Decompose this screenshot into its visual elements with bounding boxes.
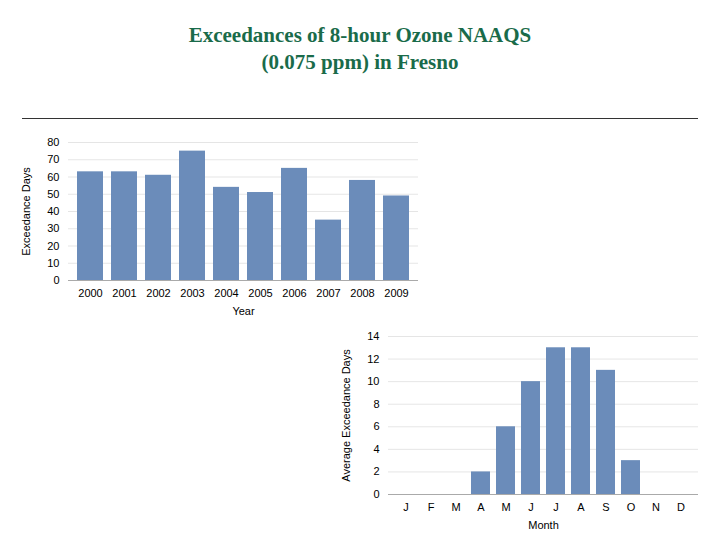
svg-text:2004: 2004	[214, 287, 238, 299]
svg-text:60: 60	[47, 171, 59, 183]
svg-text:50: 50	[47, 188, 59, 200]
svg-text:2001: 2001	[112, 287, 136, 299]
svg-text:Average Exceedance Days: Average Exceedance Days	[340, 349, 352, 482]
svg-text:D: D	[677, 501, 685, 513]
svg-text:O: O	[627, 501, 636, 513]
svg-text:A: A	[477, 501, 485, 513]
svg-text:0: 0	[53, 274, 59, 286]
html-text:Exceedances of 8-hour Ozone NA: Exceedances of 8-hour Ozone NAAQS (0.075…	[188, 23, 532, 75]
svg-text:Month: Month	[528, 519, 559, 531]
svg-text:2: 2	[373, 465, 379, 477]
svg-text:Exceedance Days: Exceedance Days	[20, 167, 32, 256]
svg-text:Year: Year	[232, 305, 255, 317]
svg-text:6: 6	[373, 420, 379, 432]
svg-text:A: A	[577, 501, 585, 513]
svg-text:10: 10	[47, 257, 59, 269]
svg-text:80: 80	[47, 136, 59, 148]
svg-text:F: F	[428, 501, 435, 513]
svg-text:20: 20	[47, 240, 59, 252]
svg-text:12: 12	[367, 353, 379, 365]
svg-text:8: 8	[373, 398, 379, 410]
svg-text:2007: 2007	[316, 287, 340, 299]
svg-text:14: 14	[367, 330, 379, 342]
svg-text:0: 0	[373, 488, 379, 500]
svg-text:2005: 2005	[248, 287, 272, 299]
svg-text:J: J	[528, 501, 534, 513]
svg-text:30: 30	[47, 222, 59, 234]
svg-text:S: S	[602, 501, 609, 513]
svg-text:2003: 2003	[180, 287, 204, 299]
svg-text:2006: 2006	[282, 287, 306, 299]
svg-text:J: J	[553, 501, 559, 513]
svg-text:M: M	[501, 501, 510, 513]
svg-text:70: 70	[47, 153, 59, 165]
svg-text:40: 40	[47, 205, 59, 217]
svg-text:2009: 2009	[384, 287, 408, 299]
svg-text:10: 10	[367, 375, 379, 387]
svg-text:N: N	[652, 501, 660, 513]
svg-text:J: J	[403, 501, 409, 513]
svg-text:2000: 2000	[78, 287, 102, 299]
svg-text:M: M	[451, 501, 460, 513]
svg-text:4: 4	[373, 443, 379, 455]
svg-text:2002: 2002	[146, 287, 170, 299]
svg-text:2008: 2008	[350, 287, 374, 299]
